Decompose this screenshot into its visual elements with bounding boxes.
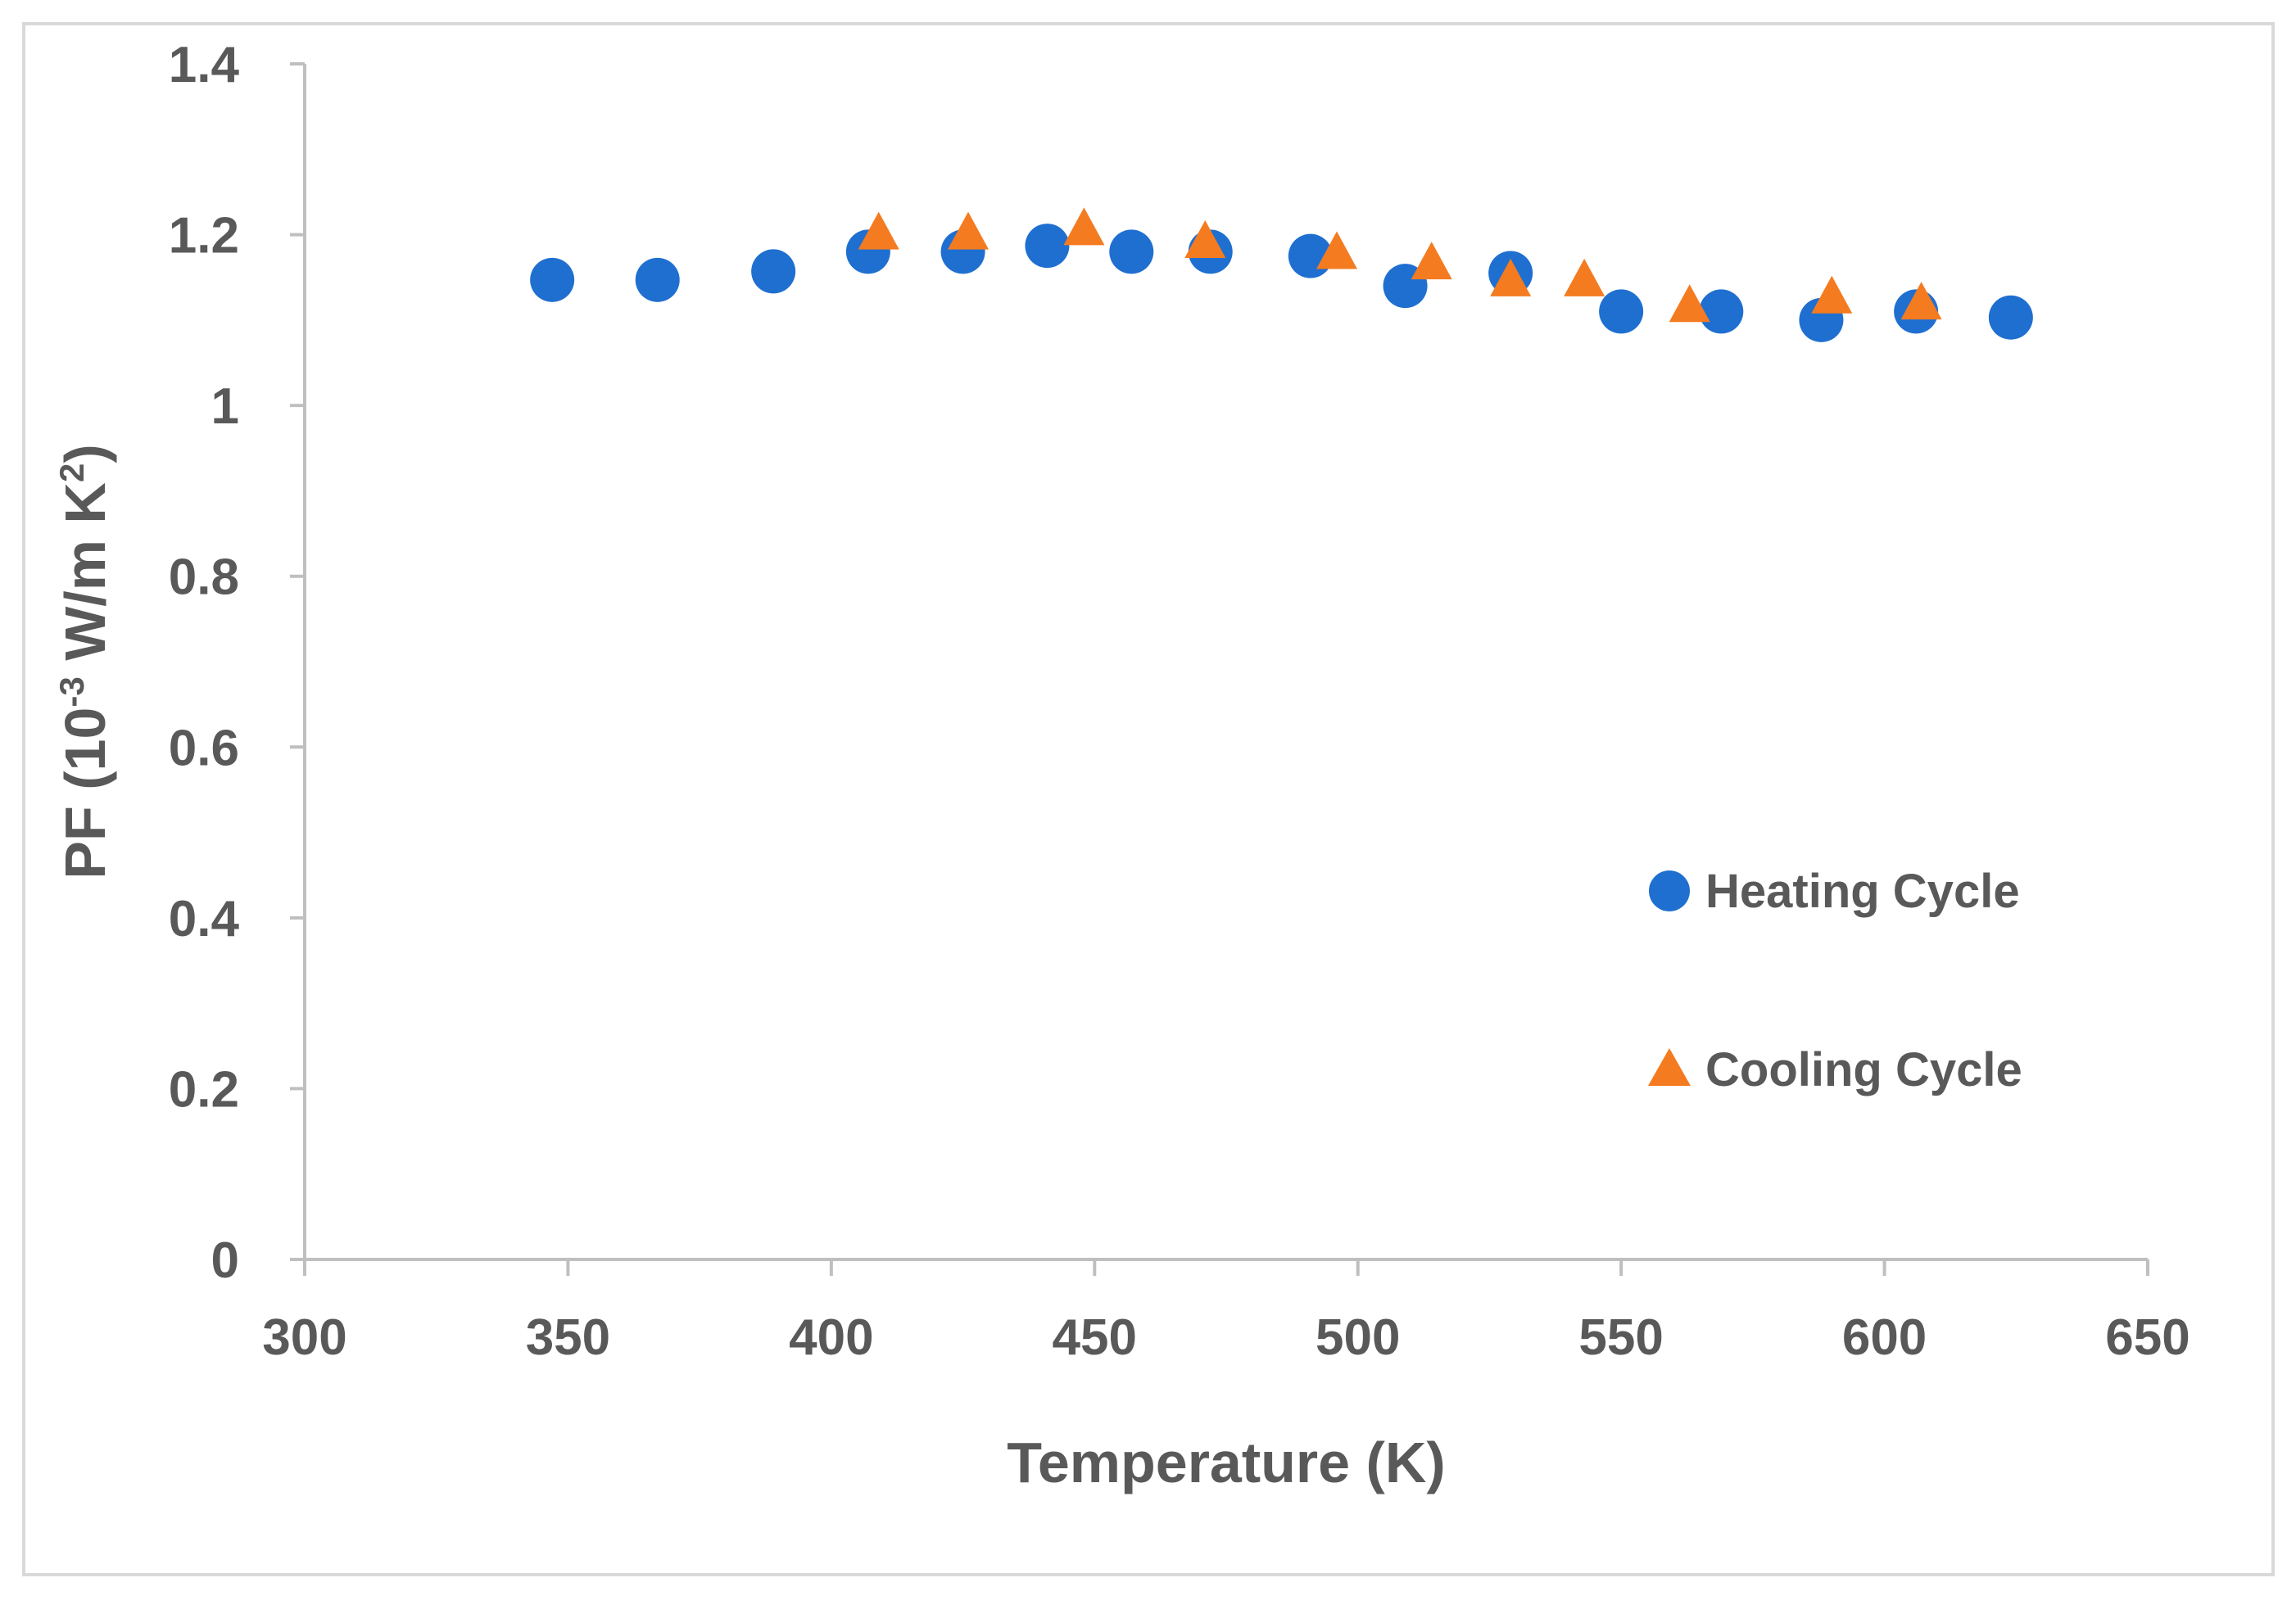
legend-heating-marker — [1649, 870, 1690, 911]
y-tick-label: 1.4 — [169, 37, 240, 93]
cooling-cycle-point — [1811, 276, 1852, 314]
y-axis-title-exponent-2: 2 — [52, 463, 91, 482]
y-axis-title-prefix: PF (10 — [53, 708, 117, 879]
y-tick-label: 0.4 — [169, 891, 240, 947]
heating-cycle-point — [751, 249, 795, 293]
legend-cooling-marker — [1648, 1048, 1691, 1086]
series-heating-cycle — [530, 224, 2033, 342]
x-tick-label: 600 — [1842, 1309, 1927, 1366]
scatter-chart: 0 0.2 0.4 0.6 0.8 1 1.2 1.4 300 350 400 450 500 550 6… — [0, 0, 2296, 1605]
cooling-cycle-point — [1063, 207, 1104, 245]
heating-cycle-point — [636, 258, 680, 302]
legend-heating-label: Heating Cycle — [1705, 865, 2020, 918]
y-tick-label: 0.2 — [169, 1061, 239, 1118]
y-tick-label: 0.6 — [169, 720, 239, 776]
x-tick-label: 450 — [1053, 1309, 1137, 1366]
x-tick-label: 350 — [526, 1309, 610, 1366]
x-tick-label: 300 — [262, 1309, 346, 1366]
x-axis-title: Temperature (K) — [1007, 1431, 1445, 1494]
x-tick-label: 400 — [789, 1309, 873, 1366]
y-axis-title-middle: W/m K — [53, 482, 117, 676]
heating-cycle-point — [1599, 289, 1643, 333]
heating-cycle-point — [1989, 296, 2033, 340]
y-tick-label: 1 — [211, 378, 239, 435]
x-tick-label: 550 — [1578, 1309, 1663, 1366]
y-tick-label: 0 — [211, 1232, 239, 1289]
legend-cooling-label: Cooling Cycle — [1705, 1043, 2022, 1096]
y-axis-title: PF (10-3 W/m K2) — [52, 444, 117, 879]
y-ticks: 0 0.2 0.4 0.6 0.8 1 1.2 1.4 — [169, 37, 305, 1289]
legend: Heating Cycle Cooling Cycle — [1648, 865, 2022, 1096]
y-axis-title-suffix: ) — [53, 444, 117, 463]
y-axis-title-exponent-1: -3 — [52, 676, 91, 707]
x-tick-label: 650 — [2105, 1309, 2190, 1366]
x-ticks: 300 350 400 450 500 550 600 650 — [262, 1259, 2190, 1366]
heating-cycle-point — [1699, 289, 1743, 333]
heating-cycle-point — [1109, 229, 1153, 274]
x-tick-label: 500 — [1316, 1309, 1400, 1366]
cooling-cycle-point — [1564, 259, 1605, 296]
y-tick-label: 0.8 — [169, 549, 239, 606]
heating-cycle-point — [1025, 224, 1069, 268]
y-tick-label: 1.2 — [169, 208, 239, 264]
heating-cycle-point — [530, 258, 574, 302]
cooling-cycle-point — [948, 212, 989, 250]
cooling-cycle-point — [1411, 242, 1452, 279]
